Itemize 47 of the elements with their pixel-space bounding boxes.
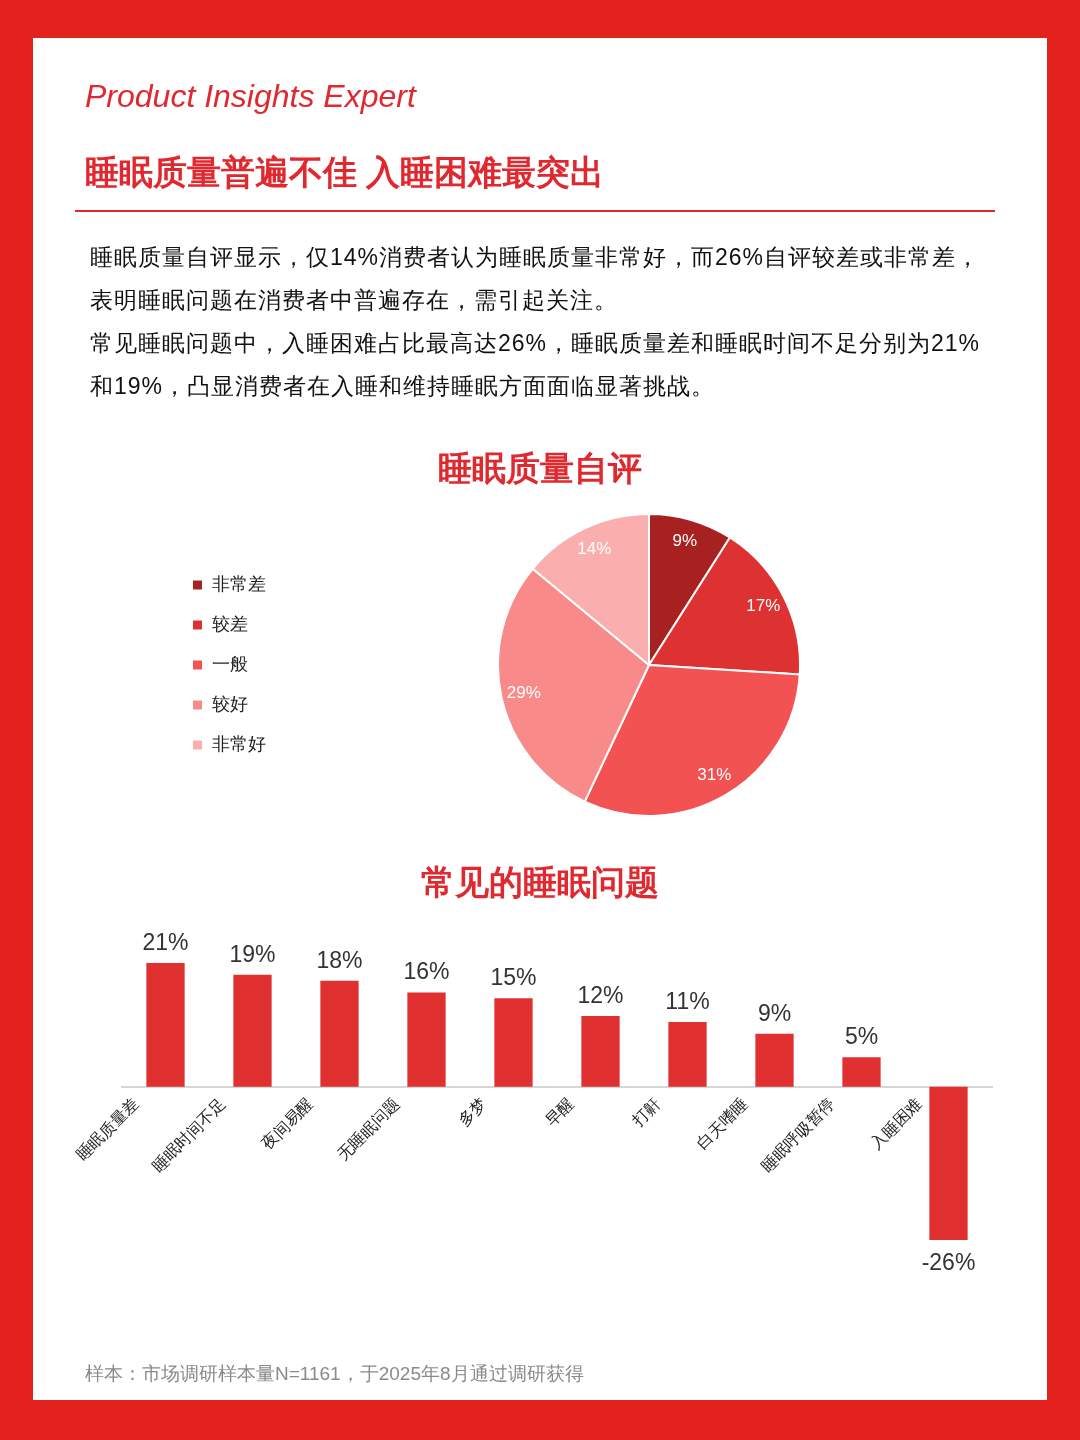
legend-label: 较好	[212, 693, 248, 714]
bar	[668, 1021, 707, 1087]
chart-title: 睡眠质量自评	[437, 448, 643, 488]
data-label: 29%	[506, 682, 541, 702]
data-label: 17%	[746, 596, 781, 616]
x-tick-label: 打鼾	[628, 1094, 664, 1131]
data-label: -26%	[921, 1248, 976, 1275]
bar	[929, 1086, 968, 1240]
data-label: 15%	[490, 964, 537, 991]
data-label: 19%	[229, 940, 276, 967]
text: 睡眠质量自评显示，仅14%消费者认为睡眠质量非常好，而26%自评较差或非常差，表明睡眠问题在消费者中普遍存在，需引起关注。	[90, 243, 982, 315]
chart-title: 常见的睡眠问题	[420, 862, 660, 902]
x-tick-label: 无睡眠问题	[334, 1094, 403, 1164]
bar	[581, 1016, 620, 1087]
legend-label: 一般	[212, 653, 248, 674]
text: 睡眠质量普遍不佳 入睡困难最突出	[85, 152, 605, 192]
bar	[494, 998, 533, 1087]
data-label: 31%	[697, 765, 732, 785]
data-label: 12%	[577, 981, 624, 1008]
data-label: 18%	[316, 946, 363, 973]
x-tick-label: 多梦	[455, 1094, 490, 1130]
legend-label: 非常差	[212, 573, 266, 594]
x-tick-label: 睡眠时间不足	[148, 1094, 229, 1175]
x-tick-label: 夜间易醒	[258, 1094, 316, 1153]
legend-label: 较差	[212, 613, 248, 634]
bar	[233, 974, 272, 1087]
data-label: 16%	[403, 958, 450, 985]
data-label: 9%	[672, 531, 698, 551]
bar	[146, 963, 185, 1087]
data-label: 9%	[757, 999, 792, 1026]
text: 常见睡眠问题中，入睡困难占比最高达26%，睡眠质量差和睡眠时间不足分别为21%和19%，凸显消费者在入睡和维持睡眠方面面临显著挑战。	[90, 329, 982, 401]
x-tick-label: 白天嗜睡	[693, 1094, 751, 1153]
x-tick-label: 入睡困难	[867, 1094, 925, 1153]
text: 样本：市场调研样本量N=1161，于2025年8月通过调研获得	[85, 1362, 584, 1386]
text: Product Insights Expert	[85, 77, 416, 116]
bar	[407, 992, 446, 1087]
bar	[842, 1057, 881, 1087]
x-tick-label: 睡眠质量差	[73, 1094, 142, 1164]
data-label: 21%	[142, 928, 189, 955]
bar	[320, 980, 359, 1087]
bar	[755, 1033, 794, 1087]
legend-label: 非常好	[212, 733, 266, 754]
x-tick-label: 早醒	[542, 1094, 577, 1130]
data-label: 11%	[665, 987, 710, 1014]
data-label: 5%	[844, 1023, 879, 1050]
x-tick-label: 睡眠呼吸暂停	[757, 1094, 838, 1175]
data-label: 14%	[577, 538, 612, 558]
